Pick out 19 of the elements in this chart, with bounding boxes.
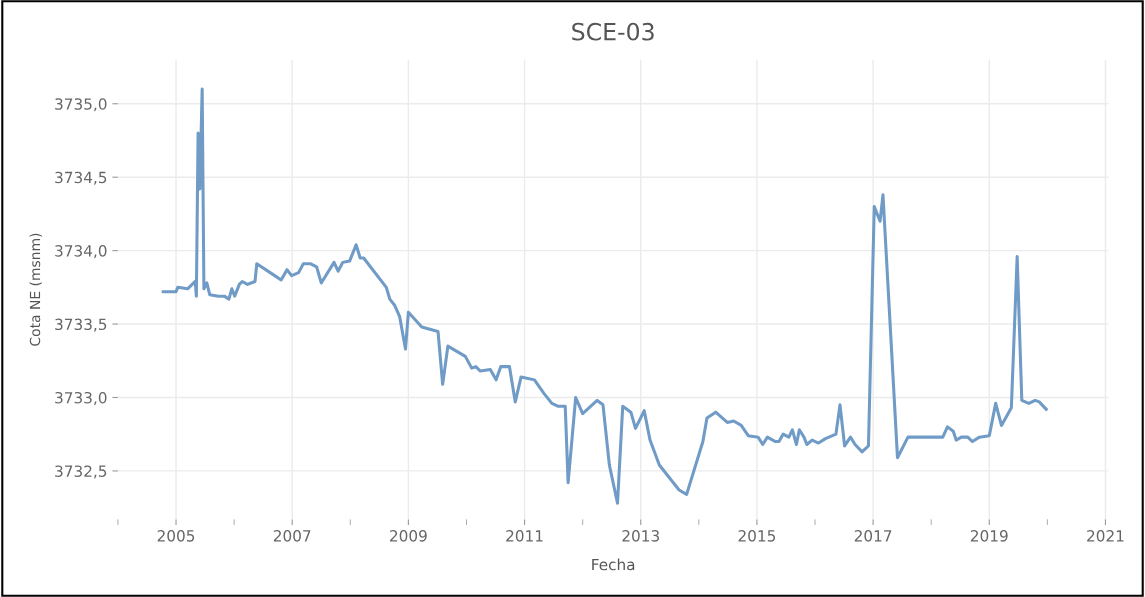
chart-title: SCE-03: [572, 22, 654, 41]
x-tick-label: 2009: [390, 530, 427, 542]
x-axis-title: Fecha: [592, 558, 635, 571]
line-series: [161, 87, 1048, 505]
y-tick-label: 3733,0: [55, 391, 107, 406]
y-tick-label: 3735,0: [55, 98, 107, 112]
x-tick-label: 2017: [854, 530, 892, 542]
y-tick-label: 3734,5: [55, 171, 107, 185]
y-tick-label: 3732,5: [55, 465, 107, 479]
x-tick-label: 2007: [273, 530, 311, 542]
y-axis-title: Cota NE (msnm): [29, 233, 42, 346]
x-tick-label: 2011: [506, 530, 543, 542]
x-tick-label: 2013: [622, 530, 659, 542]
x-tick-label: 2019: [970, 530, 1008, 542]
x-tick-label: 2021: [1087, 530, 1124, 542]
x-tick-label: 2015: [738, 530, 776, 542]
y-tick-label: 3733,5: [55, 318, 107, 332]
y-tick-label: 3734,0: [55, 245, 107, 259]
x-tick-label: 2005: [157, 530, 195, 542]
